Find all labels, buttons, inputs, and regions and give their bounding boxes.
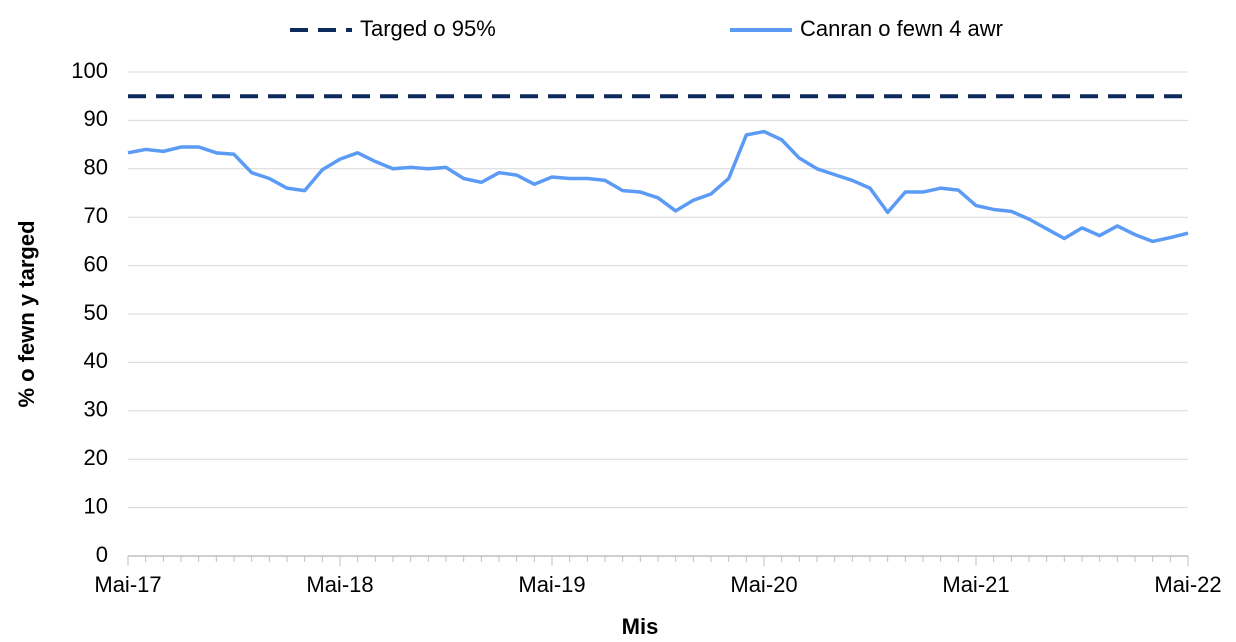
y-tick-label: 90 (84, 106, 108, 131)
x-axis-title: Mis (622, 614, 659, 639)
x-tick-label: Mai-22 (1154, 572, 1221, 597)
legend-label: Canran o fewn 4 awr (800, 16, 1003, 41)
y-tick-label: 70 (84, 203, 108, 228)
x-tick-label: Mai-20 (730, 572, 797, 597)
y-tick-label: 60 (84, 251, 108, 276)
y-tick-label: 40 (84, 348, 108, 373)
x-tick-label: Mai-19 (518, 572, 585, 597)
y-tick-label: 30 (84, 397, 108, 422)
y-tick-label: 20 (84, 445, 108, 470)
y-tick-label: 50 (84, 300, 108, 325)
x-tick-label: Mai-21 (942, 572, 1009, 597)
y-tick-label: 10 (84, 493, 108, 518)
x-tick-label: Mai-18 (306, 572, 373, 597)
x-tick-label: Mai-17 (94, 572, 161, 597)
series-line (127, 129, 1189, 244)
y-tick-label: 100 (71, 58, 108, 83)
y-tick-label: 80 (84, 155, 108, 180)
y-axis-title: % o fewn y targed (14, 220, 39, 407)
legend-label: Targed o 95% (360, 16, 496, 41)
y-tick-label: 0 (96, 542, 108, 567)
